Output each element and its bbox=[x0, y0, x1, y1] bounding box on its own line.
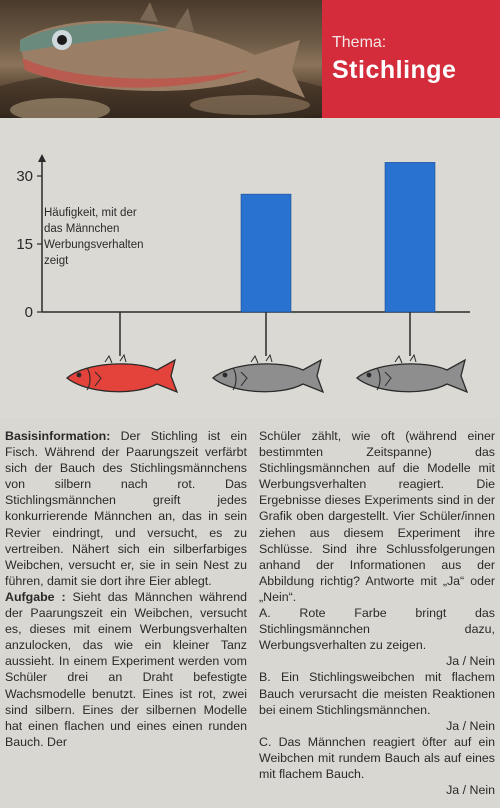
text-column-left: Basisinformation: Der Stichling ist ein … bbox=[5, 428, 247, 750]
y-axis-label-line: Häufigkeit, mit der bbox=[44, 207, 137, 219]
question-a: A. Rote Farbe bringt das Stichlingsmännc… bbox=[259, 606, 495, 653]
fish-model-icon bbox=[355, 353, 469, 394]
answer-b: Ja / Nein bbox=[446, 718, 495, 733]
theme-box: Thema: Stichlinge bbox=[322, 0, 500, 118]
chart-svg: 0 15 30 Häufigkeit, mit der das Männchen Wer… bbox=[16, 154, 470, 394]
y-axis-arrow bbox=[38, 154, 46, 162]
fish-eye bbox=[366, 372, 372, 378]
fish-model-icon bbox=[65, 353, 179, 394]
y-tick-label: 0 bbox=[25, 304, 33, 321]
basis-label: Basisinformation: bbox=[5, 429, 111, 443]
bar bbox=[384, 162, 436, 313]
bar bbox=[240, 193, 292, 313]
fish-fin bbox=[384, 371, 392, 387]
theme-label: Thema: bbox=[332, 34, 387, 51]
question-c: C. Das Männchen reagiert öfter auf ein W… bbox=[259, 734, 495, 781]
theme-title: Stichlinge bbox=[332, 56, 457, 84]
fish-eye bbox=[222, 372, 228, 378]
fish-gill bbox=[86, 367, 91, 391]
y-axis-label-line: Werbungsverhalten bbox=[44, 239, 144, 251]
answer-c: Ja / Nein bbox=[446, 783, 495, 798]
fish-model-icon bbox=[211, 353, 325, 394]
fish-fin bbox=[94, 371, 102, 387]
question-b: B. Ein Stichlingsweibchen mit flachem Ba… bbox=[259, 670, 495, 717]
fish-spines bbox=[394, 353, 417, 364]
fish-eye bbox=[76, 372, 82, 378]
y-tick-label: 15 bbox=[16, 236, 33, 253]
y-axis-label-line: zeigt bbox=[44, 255, 69, 267]
task-label: Aufgabe : bbox=[5, 589, 66, 604]
fish-spines bbox=[250, 353, 273, 364]
y-axis-label-line: das Männchen bbox=[44, 223, 119, 235]
answer-a: Ja / Nein bbox=[446, 654, 495, 669]
text-column-right: Schüler zählt, wie oft (während einer be… bbox=[259, 428, 495, 798]
fish-body bbox=[65, 358, 179, 394]
y-tick-label: 30 bbox=[16, 168, 33, 185]
task-body-right: Schüler zählt, wie oft (während einer be… bbox=[259, 429, 495, 604]
fish-gill bbox=[376, 367, 381, 391]
basis-body: Der Stichling ist ein Fisch. Während der… bbox=[5, 429, 247, 588]
stickleback-photo bbox=[0, 0, 322, 118]
fish-body bbox=[211, 358, 325, 394]
task-body-left: Sieht das Männchen während der Paarungsz… bbox=[5, 589, 247, 749]
fish-fin bbox=[240, 371, 248, 387]
bar-chart: 0 15 30 Häufigkeit, mit der das Männchen Wer… bbox=[0, 118, 500, 418]
fish-spines bbox=[104, 353, 127, 364]
fish-gill bbox=[232, 367, 237, 391]
fish-body bbox=[355, 358, 469, 394]
